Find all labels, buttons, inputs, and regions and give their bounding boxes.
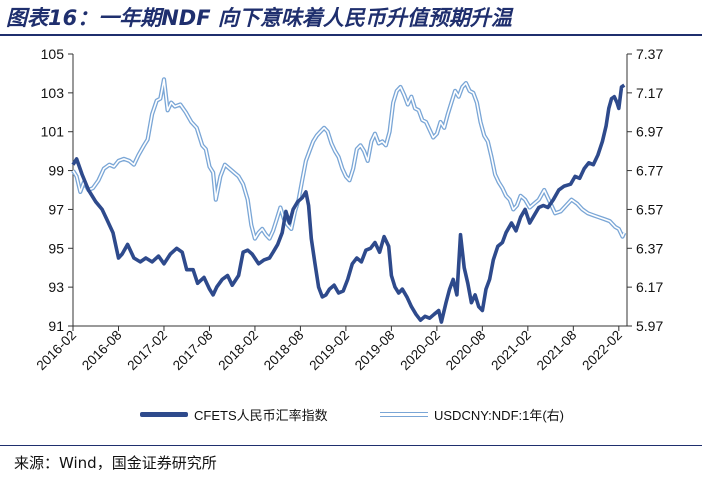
- x-tick-label: 2021-02: [488, 328, 534, 374]
- x-tick-label: 2020-02: [397, 328, 443, 374]
- cfets-series-line: [71, 83, 626, 324]
- left-tick-label: 97: [48, 201, 64, 217]
- x-tick-label: 2021-08: [534, 328, 580, 374]
- legend-label-cfets: CFETS人民币汇率指数: [194, 408, 328, 423]
- left-tick-label: 93: [48, 279, 64, 295]
- x-tick-label: 2020-08: [443, 328, 489, 374]
- x-tick-label: 2017-08: [170, 328, 216, 374]
- source-note: 来源：Wind，国金证券研究所: [14, 454, 217, 472]
- legend-swatch-ndf: [380, 412, 428, 417]
- chart-legend: CFETS人民币汇率指数 USDCNY:NDF:1年(右): [0, 405, 702, 427]
- legend-label-ndf: USDCNY:NDF:1年(右): [434, 408, 565, 423]
- left-tick-label: 103: [41, 85, 65, 101]
- right-tick-label: 7.37: [636, 46, 663, 62]
- x-tick-label: 2019-02: [306, 328, 352, 374]
- left-tick-label: 101: [41, 124, 65, 140]
- legend-item-ndf: USDCNY:NDF:1年(右): [380, 405, 564, 424]
- footer-rule: [0, 445, 702, 446]
- right-tick-label: 6.17: [636, 279, 663, 295]
- x-tick-label: 2018-08: [261, 328, 307, 374]
- x-tick-label: 2017-02: [124, 328, 170, 374]
- title-rule: [0, 34, 702, 36]
- line-chart: 91 93 95 97 99 101 103 105 5.97 6.17 6.37 6.57 6.77 6…: [33, 46, 663, 374]
- left-tick-label: 105: [41, 46, 65, 62]
- left-tick-label: 91: [48, 318, 64, 334]
- right-tick-label: 6.77: [636, 163, 663, 179]
- ndf-series-line-inner: [72, 78, 626, 240]
- left-tick-label: 99: [48, 163, 64, 179]
- legend-swatch-cfets: [140, 412, 188, 417]
- right-tick-label: 6.97: [636, 124, 663, 140]
- left-tick-label: 95: [48, 240, 64, 256]
- right-tick-label: 6.57: [636, 201, 663, 217]
- figure-title: 图表16：一年期NDF 向下意味着人民币升值预期升温: [6, 6, 512, 30]
- x-tick-label: 2022-02: [579, 328, 625, 374]
- right-tick-label: 6.37: [636, 240, 663, 256]
- right-tick-label: 5.97: [636, 318, 663, 334]
- right-tick-label: 7.17: [636, 85, 663, 101]
- legend-item-cfets: CFETS人民币汇率指数: [140, 405, 328, 424]
- x-tick-label: 2019-08: [352, 328, 398, 374]
- x-tick-label: 2018-02: [215, 328, 261, 374]
- x-tick-label: 2016-02: [33, 328, 79, 374]
- x-tick-label: 2016-08: [79, 328, 125, 374]
